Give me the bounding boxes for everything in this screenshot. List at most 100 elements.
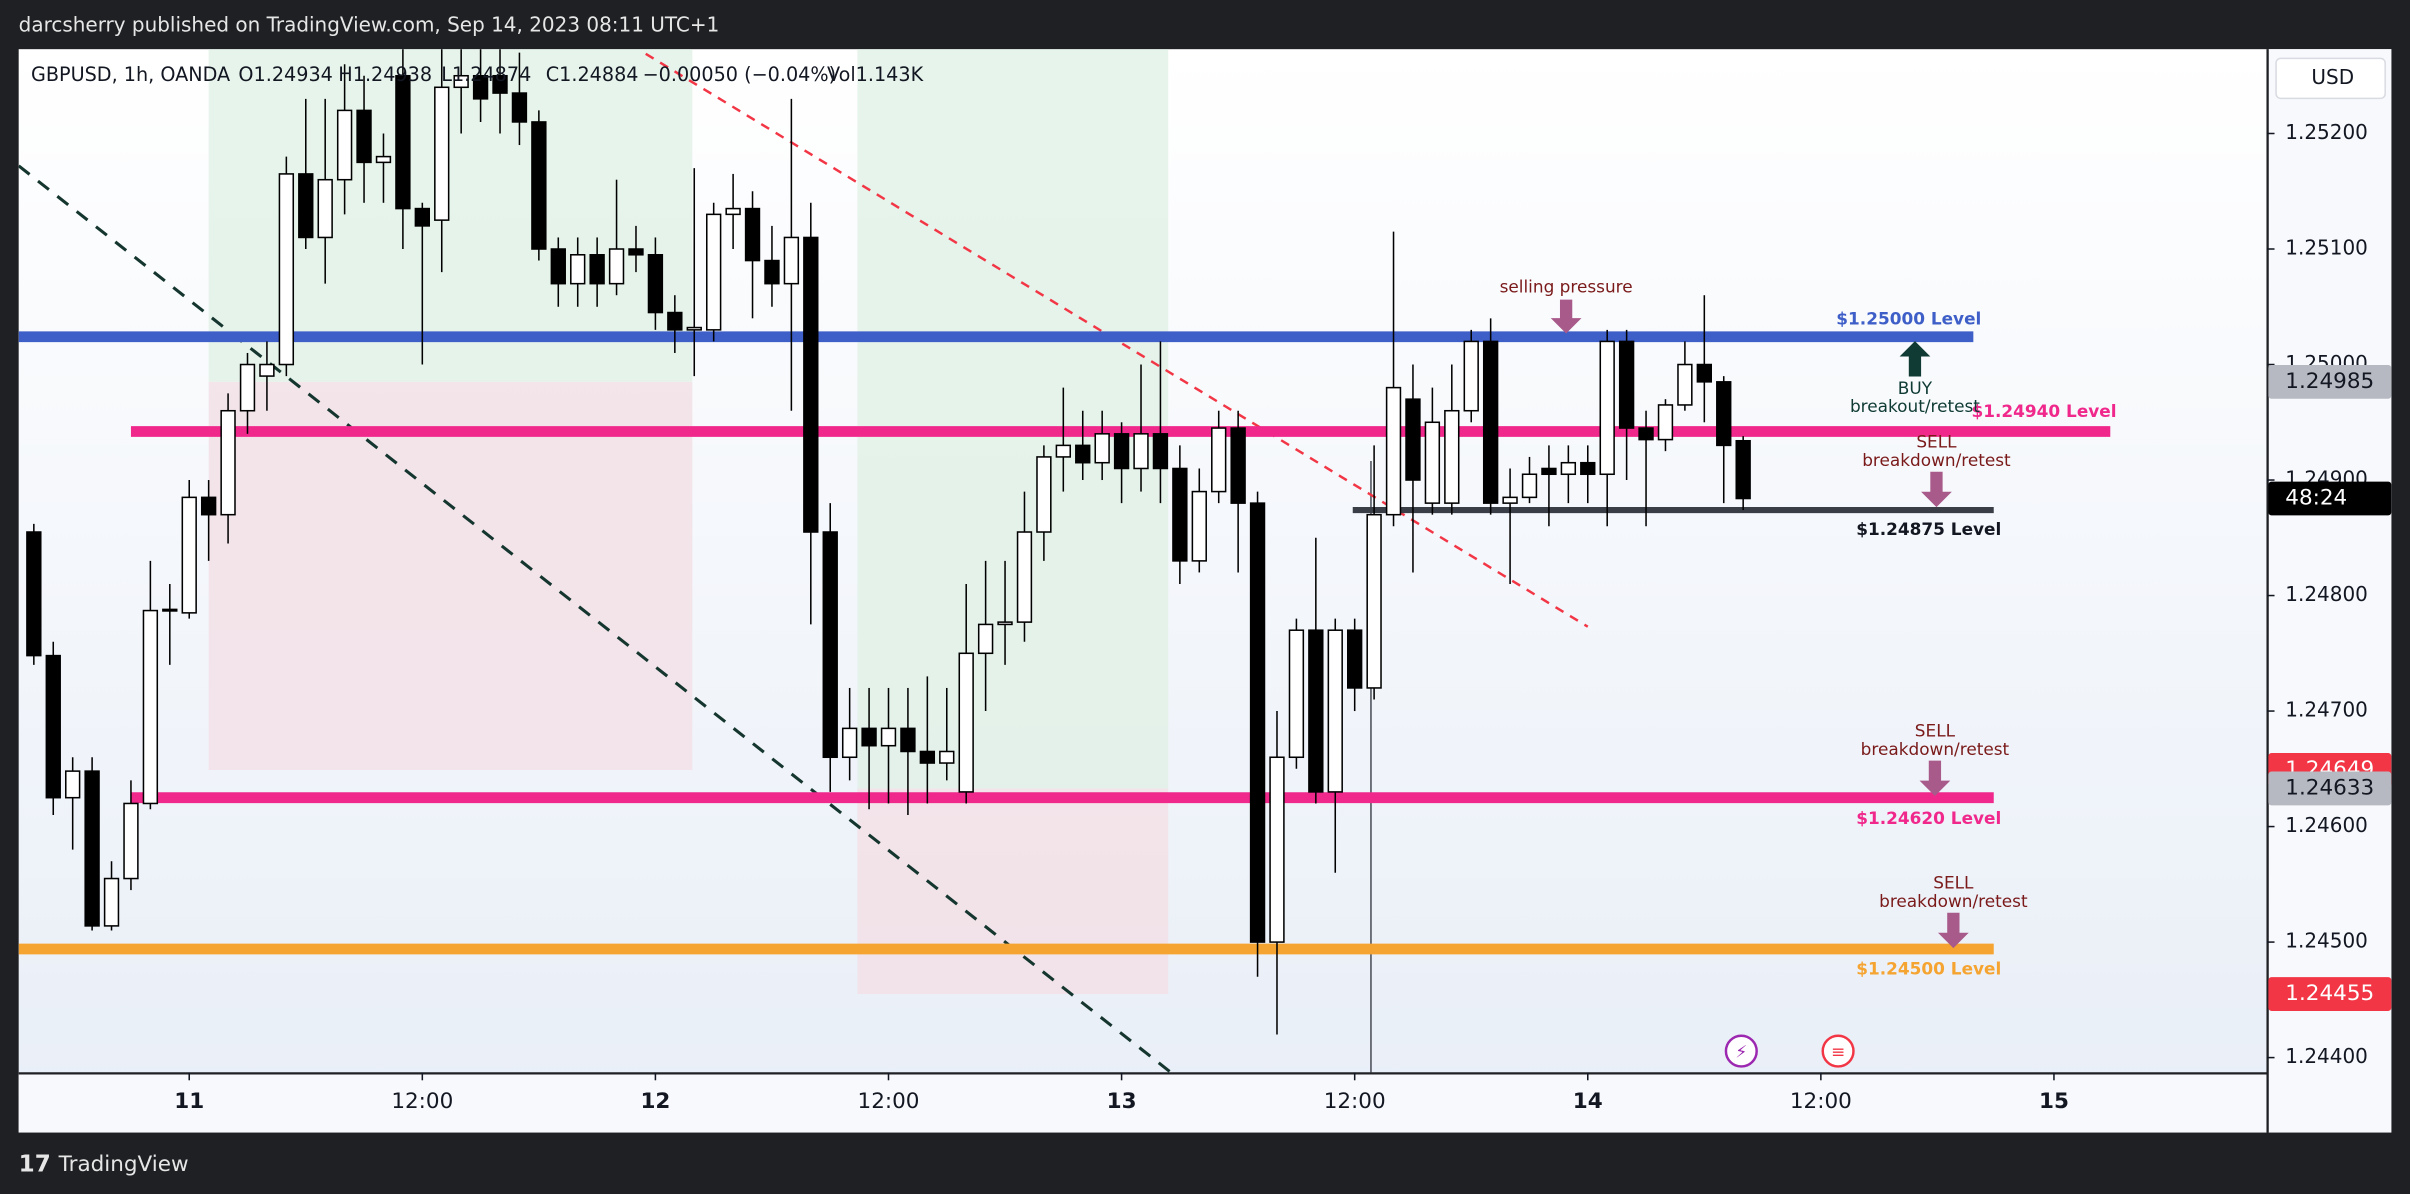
entry-badge-label: 1.24633 (2285, 775, 2374, 800)
arrow (1919, 760, 1951, 796)
candle-body (822, 531, 838, 759)
brand: TradingView (58, 1152, 189, 1177)
candle-body (705, 213, 722, 331)
annotation-text: breakout/retest (1850, 396, 1980, 416)
event-icon (1821, 1034, 1855, 1068)
candle-body (1677, 363, 1693, 406)
trend-line (645, 52, 1589, 628)
candle-body (1638, 427, 1654, 441)
candle-body (1346, 629, 1363, 689)
annotation-text: selling pressure (1500, 276, 1633, 296)
y-tick-label: 1.24600 (2285, 813, 2368, 837)
candle-body (1560, 461, 1577, 476)
arrow (1899, 341, 1931, 377)
arrow (1937, 912, 1969, 949)
arrow (1921, 471, 1952, 508)
annotation-text: breakdown/retest (1862, 450, 2011, 470)
candle-body (608, 248, 625, 285)
candle-body (1055, 444, 1072, 458)
candle-body (64, 770, 81, 799)
annotation-text: breakdown/retest (1861, 739, 2010, 759)
candle-body (453, 74, 469, 89)
candle-body (84, 770, 100, 927)
y-tick-label: 1.25100 (2285, 236, 2368, 260)
y-tick-label: 1.25200 (2285, 120, 2368, 144)
price-axis (2268, 49, 2392, 1133)
candle-body (628, 248, 644, 256)
currency-button[interactable] (2275, 57, 2386, 100)
candle-body (1016, 531, 1033, 623)
candle-body (1152, 433, 1169, 470)
entry-badge (2268, 771, 2392, 806)
time-axis (18, 1072, 2267, 1133)
candle-body (1036, 456, 1052, 533)
candle-body (1172, 467, 1188, 562)
candle-body (1696, 363, 1713, 383)
candle-body (492, 74, 508, 94)
candle-body (997, 621, 1013, 626)
candle-body (181, 496, 197, 614)
y-tick-label: 1.24700 (2285, 698, 2368, 722)
legend-item: H1.24938 (338, 63, 432, 86)
candle-body (686, 326, 702, 331)
y-tick-label: 1.24400 (2285, 1044, 2368, 1068)
candle-body (434, 86, 450, 221)
candle-body (1288, 629, 1305, 759)
candle-body (336, 109, 353, 181)
x-tick-label: 13 (1107, 1089, 1137, 1114)
candle-body (1502, 496, 1518, 504)
entry-badge-label: 1.24985 (2285, 369, 2374, 394)
candle-body (1385, 386, 1402, 516)
candle-body (1133, 433, 1149, 470)
candle-body (511, 92, 528, 123)
candle-body (278, 173, 295, 366)
candle-body (744, 207, 761, 262)
loss-zone (857, 788, 1169, 995)
candle-body (1463, 340, 1479, 412)
legend-item: C1.24884 (546, 63, 639, 86)
event-glyph: ⚡ (1735, 1042, 1747, 1062)
candle-body (1482, 340, 1499, 504)
candle-body (1424, 421, 1441, 504)
x-tick-label: 15 (2039, 1089, 2069, 1114)
candle-body (103, 877, 120, 927)
candle-body (1521, 473, 1538, 499)
x-tick-label: 12 (640, 1089, 670, 1114)
candle-body (919, 750, 936, 764)
candle-body (803, 236, 819, 533)
candle-body (880, 727, 897, 747)
candle-body (783, 236, 800, 285)
plot (18, 49, 2111, 1073)
candle-body (45, 654, 61, 799)
candle-body (1657, 404, 1674, 441)
footer-logo: 17 TradingView (19, 1151, 189, 1177)
candle-body (550, 248, 566, 285)
level-label: $1.24620 Level (1856, 808, 2001, 828)
legend-item: Vol1.143K (827, 63, 924, 86)
legend-item: O1.24934 (238, 63, 332, 86)
annotation-text: breakdown/retest (1879, 891, 2028, 911)
annotation-text: BUY (1898, 378, 1933, 398)
candle-body (414, 207, 431, 227)
candle-body (375, 155, 392, 164)
candle-body (162, 608, 178, 612)
candle-body (841, 727, 858, 759)
candle-body (900, 727, 916, 753)
x-tick-label: 14 (1573, 1089, 1603, 1114)
candle-body (220, 409, 236, 516)
candle-body (1094, 433, 1110, 464)
x-tick-label: 12:00 (1790, 1089, 1852, 1114)
candle-body (531, 121, 547, 250)
stop-badge-label: 1.24455 (2285, 981, 2374, 1006)
candle-body (123, 802, 139, 880)
currency: USD (2311, 65, 2354, 89)
level-label: $1.24875 Level (1856, 519, 2001, 539)
candle-body (1211, 427, 1227, 493)
candle-body (200, 496, 217, 516)
candle-body (1366, 513, 1382, 689)
annotation-text: SELL (1915, 720, 1956, 740)
overlay: 1.252001.251001.250001.249001.248001.247… (31, 63, 2392, 1114)
x-tick-label: 12:00 (1324, 1089, 1386, 1114)
x-tick-label: 12:00 (391, 1089, 453, 1114)
